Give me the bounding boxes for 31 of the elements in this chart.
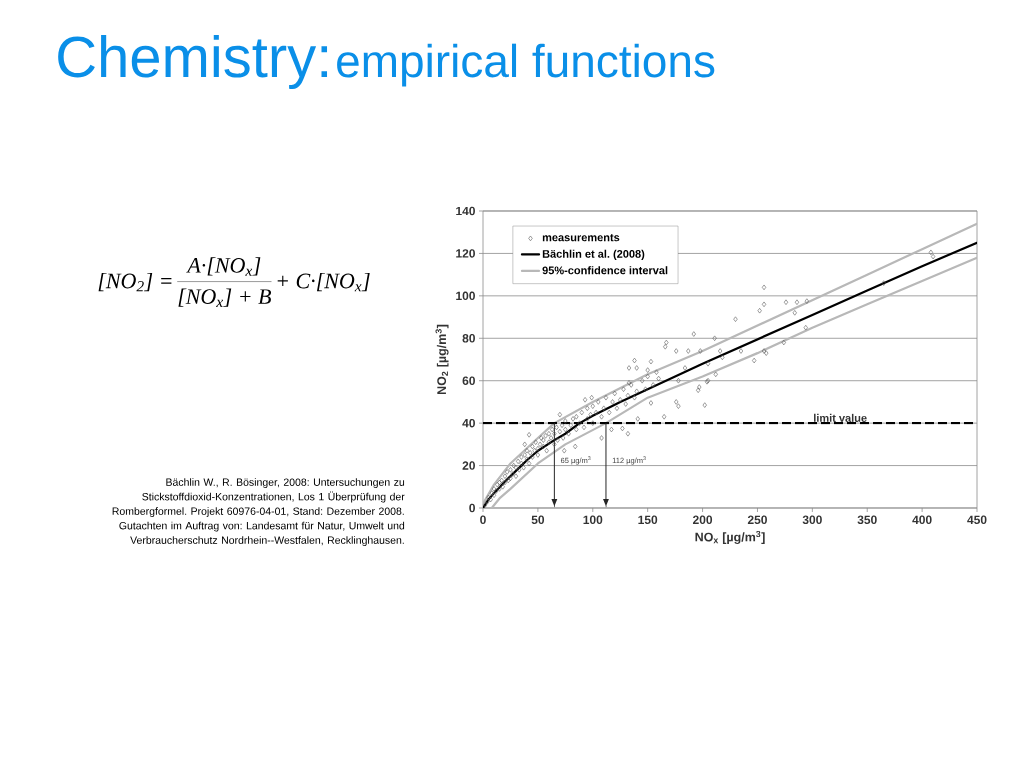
- y-tick-label: 140: [456, 206, 475, 216]
- text: Bächlin W., R. Bösinger, 2008: Untersuchungen zu Stickstoffdioxid-Konzentrationen, Los 1 Überprüfung der Rombergformel. Projekt 60976-04-01, Stand: Dezember 2008. Gutachten im Auftrag von: Landesamt für Natur, Umwelt und Verbraucherschutz Nordrhein--Westfalen, Recklinghausen.: [112, 478, 405, 546]
- x-tick-label: 200: [692, 515, 713, 525]
- y-tick-label: 100: [456, 291, 475, 301]
- x-tick-label: 450: [967, 515, 987, 525]
- text: [NO$_{2}$] =: [98, 272, 172, 292]
- legend-label: 95%-confidence interval: [542, 266, 668, 275]
- y-axis-title: NO$_{2}$ [µg/m$^{3}$]: [435, 324, 449, 395]
- x-tick-label: 400: [912, 515, 932, 525]
- y-tick-label: 80: [462, 334, 475, 343]
- x-tick-label: 50: [531, 515, 545, 525]
- text: [NO$_{x}$] + B: [178, 288, 272, 307]
- text: + C·[NO$_{x}$]: [277, 272, 370, 292]
- x-axis-title: NO$_{x}$ [µg/m$^{3}$]: [695, 530, 765, 545]
- x-tick-label: 350: [857, 515, 877, 525]
- text: A·[NO$_{x}$]: [186, 257, 261, 276]
- x-tick-label: 250: [747, 515, 767, 525]
- chart-subtitle: empirical functions: [337, 43, 715, 87]
- x-tick-label: 300: [802, 515, 822, 525]
- chart-title: Chemistry:: [58, 34, 328, 90]
- y-tick-label: 120: [456, 249, 475, 258]
- x-tick-label: 100: [583, 515, 603, 525]
- ref-line-label: limit value: [814, 413, 867, 422]
- y-tick-label: 20: [462, 461, 475, 470]
- y-tick-label: 40: [462, 418, 475, 428]
- legend-label: measurements: [542, 234, 620, 242]
- legend-label: Bächlin et al. (2008): [542, 249, 645, 260]
- x-tick-label: 150: [638, 515, 658, 525]
- y-tick-label: 0: [469, 503, 475, 513]
- x-tick-label: 0: [480, 515, 486, 525]
- y-tick-label: 60: [462, 376, 475, 385]
